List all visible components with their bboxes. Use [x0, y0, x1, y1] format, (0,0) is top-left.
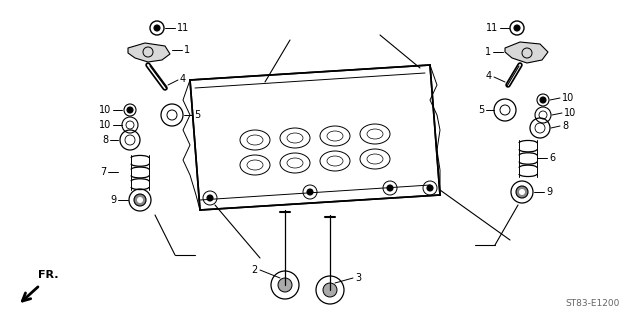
Circle shape [127, 107, 133, 113]
Text: 7: 7 [100, 167, 106, 177]
Text: 9: 9 [110, 195, 116, 205]
Circle shape [137, 197, 143, 203]
Circle shape [134, 194, 146, 206]
Text: 2: 2 [252, 265, 258, 275]
Text: 11: 11 [486, 23, 498, 33]
Circle shape [307, 189, 313, 195]
Text: 10: 10 [99, 105, 111, 115]
Text: 6: 6 [549, 153, 555, 163]
Text: 5: 5 [194, 110, 200, 120]
Text: 8: 8 [102, 135, 108, 145]
Text: 11: 11 [177, 23, 189, 33]
Text: 8: 8 [562, 121, 568, 131]
Circle shape [540, 97, 546, 103]
Text: 4: 4 [486, 71, 492, 81]
Text: 3: 3 [355, 273, 361, 283]
Text: 10: 10 [562, 93, 574, 103]
Circle shape [207, 195, 213, 201]
Text: 5: 5 [478, 105, 484, 115]
Text: 1: 1 [485, 47, 491, 57]
Text: 1: 1 [184, 45, 190, 55]
Circle shape [387, 185, 393, 191]
Text: 9: 9 [546, 187, 552, 197]
Text: ST83-E1200: ST83-E1200 [566, 299, 620, 308]
Polygon shape [128, 43, 170, 62]
Text: 4: 4 [180, 74, 186, 84]
Circle shape [154, 25, 160, 31]
Circle shape [278, 278, 292, 292]
Polygon shape [505, 42, 548, 63]
Text: 10: 10 [99, 120, 111, 130]
Circle shape [514, 25, 520, 31]
Circle shape [427, 185, 433, 191]
Text: 10: 10 [564, 108, 576, 118]
Circle shape [323, 283, 337, 297]
Circle shape [516, 186, 528, 198]
Text: FR.: FR. [38, 270, 59, 280]
Circle shape [519, 189, 525, 195]
